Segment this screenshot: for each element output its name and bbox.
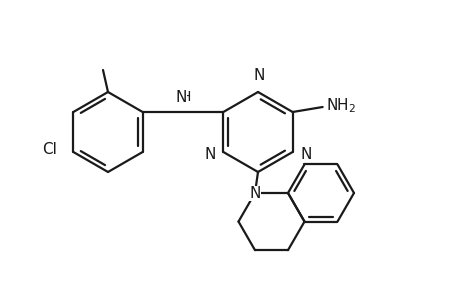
Text: N: N <box>205 146 216 161</box>
Text: N: N <box>300 146 311 161</box>
Text: NH$_2$: NH$_2$ <box>325 97 355 116</box>
Text: N: N <box>175 89 186 104</box>
Text: H: H <box>180 90 191 104</box>
Text: N: N <box>253 68 264 83</box>
Text: Cl: Cl <box>42 142 57 157</box>
Text: N: N <box>249 185 260 200</box>
